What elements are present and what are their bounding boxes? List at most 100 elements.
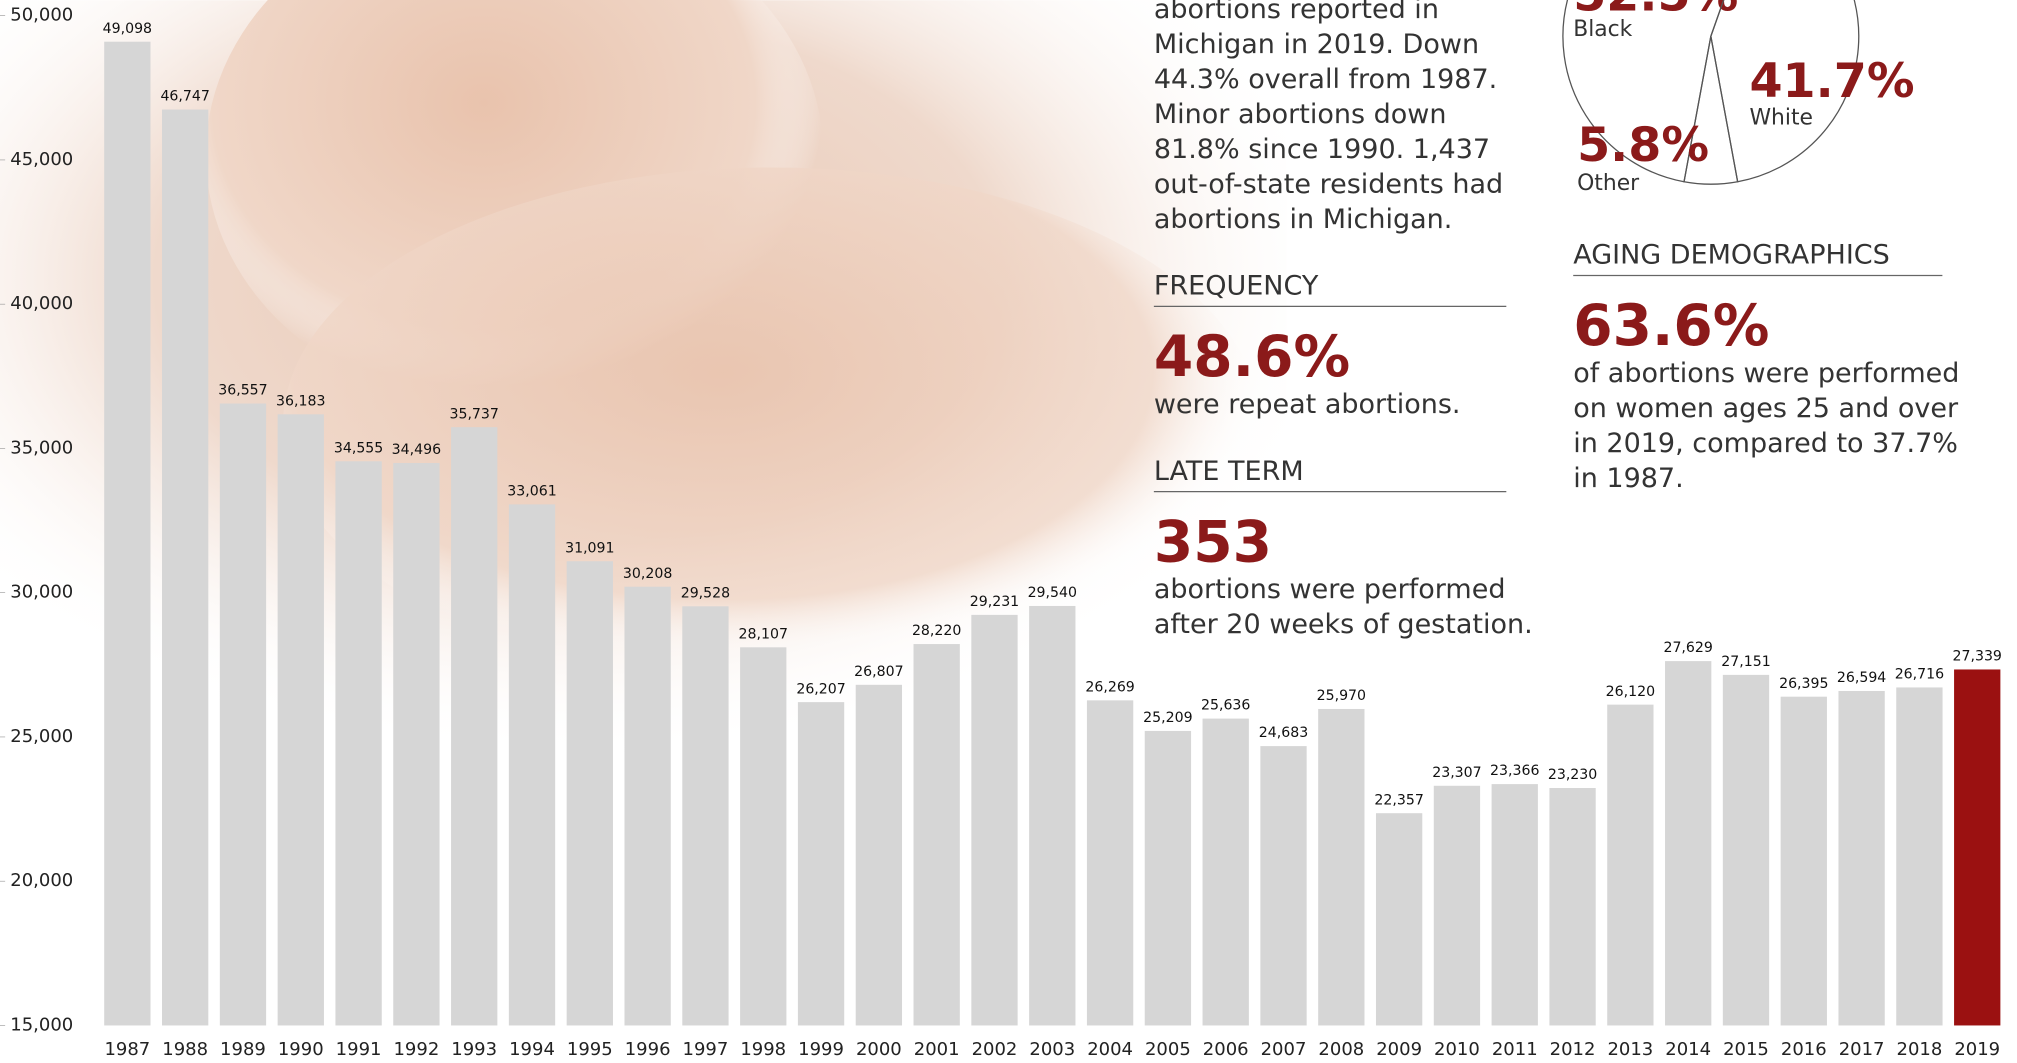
value-label: 26,716	[1895, 667, 1944, 683]
intro-line: 44.3% overall from 1987.	[1154, 64, 1497, 95]
section-text: of abortions were performed	[1573, 358, 1959, 389]
bar	[567, 561, 613, 1025]
bar	[1549, 788, 1595, 1025]
value-label: 30,208	[623, 566, 672, 582]
value-label: 35,737	[449, 406, 498, 422]
value-label: 25,970	[1317, 688, 1366, 704]
x-tick-label: 2016	[1781, 1039, 1827, 1060]
bar	[1954, 669, 2000, 1025]
pie-value-label: 5.8%	[1577, 118, 1709, 173]
pie-category-label: Other	[1577, 171, 1639, 196]
x-tick-label: 2018	[1897, 1039, 1943, 1060]
value-label: 26,594	[1837, 670, 1886, 686]
bar	[1318, 709, 1364, 1025]
bar	[1665, 661, 1711, 1025]
value-label: 34,555	[334, 440, 383, 456]
x-tick-label: 2005	[1145, 1039, 1191, 1060]
value-label: 26,120	[1606, 684, 1655, 700]
x-tick-label: 2010	[1434, 1039, 1480, 1060]
bar	[740, 647, 786, 1025]
x-tick-label: 2002	[972, 1039, 1018, 1060]
value-label: 23,307	[1432, 765, 1481, 781]
section-text: on women ages 25 and over	[1573, 393, 1959, 424]
y-tick-label: 25,000	[10, 726, 73, 747]
x-tick-label: 2006	[1203, 1039, 1249, 1060]
x-tick-label: 1991	[336, 1039, 382, 1060]
bar	[682, 606, 728, 1025]
x-tick-label: 1992	[393, 1039, 439, 1060]
section-text: were repeat abortions.	[1154, 389, 1461, 420]
value-label: 33,061	[507, 484, 556, 500]
pie-category-label: Black	[1573, 17, 1632, 42]
intro-line: abortions reported in	[1154, 0, 1439, 25]
section-figure: 48.6%	[1154, 324, 1350, 390]
bar	[1896, 687, 1942, 1025]
x-tick-label: 1999	[798, 1039, 844, 1060]
bar	[798, 702, 844, 1025]
value-label: 29,528	[681, 585, 730, 601]
value-label: 26,207	[796, 681, 845, 697]
bar	[278, 414, 324, 1025]
bar	[1029, 606, 1075, 1025]
bar	[451, 427, 497, 1025]
infographic: abortions reported inMichigan in 2019. D…	[0, 0, 2017, 1063]
value-label: 31,091	[565, 540, 614, 556]
x-tick-label: 1990	[278, 1039, 324, 1060]
value-label: 23,230	[1548, 767, 1597, 783]
x-tick-label: 2004	[1087, 1039, 1133, 1060]
x-tick-label: 1993	[451, 1039, 497, 1060]
value-label: 27,151	[1721, 654, 1770, 670]
bar	[1434, 786, 1480, 1026]
x-tick-label: 2009	[1376, 1039, 1422, 1060]
intro-line: out-of-state residents had	[1154, 169, 1503, 200]
y-tick-label: 45,000	[10, 149, 73, 170]
x-tick-label: 2014	[1665, 1039, 1711, 1060]
x-tick-label: 2015	[1723, 1039, 1769, 1060]
x-tick-label: 2007	[1261, 1039, 1307, 1060]
value-label: 27,339	[1953, 649, 2002, 665]
y-tick-label: 15,000	[10, 1014, 73, 1035]
bar	[624, 587, 670, 1026]
x-tick-label: 2011	[1492, 1039, 1538, 1060]
x-tick-label: 2001	[914, 1039, 960, 1060]
section-heading: FREQUENCY	[1154, 271, 1319, 302]
bar	[393, 463, 439, 1025]
section-text: abortions were performed	[1154, 574, 1506, 605]
section-heading: LATE TERM	[1154, 456, 1304, 487]
intro-line: 81.8% since 1990. 1,437	[1154, 134, 1490, 165]
bar	[220, 404, 266, 1026]
x-tick-label: 1987	[104, 1039, 150, 1060]
bar	[914, 644, 960, 1025]
pie-category-label: White	[1749, 106, 1813, 131]
value-label: 28,107	[739, 626, 788, 642]
bar	[1838, 691, 1884, 1025]
section-text: in 2019, compared to 37.7%	[1573, 428, 1958, 459]
bar	[1087, 700, 1133, 1025]
x-tick-label: 2008	[1318, 1039, 1364, 1060]
value-label: 36,183	[276, 393, 325, 409]
x-tick-label: 2000	[856, 1039, 902, 1060]
value-label: 29,540	[1028, 585, 1077, 601]
bar	[509, 504, 555, 1025]
x-tick-label: 1998	[740, 1039, 786, 1060]
x-tick-label: 2003	[1029, 1039, 1075, 1060]
bar	[1723, 675, 1769, 1026]
value-label: 36,557	[218, 383, 267, 399]
value-label: 26,395	[1779, 676, 1828, 692]
bar	[1607, 705, 1653, 1026]
y-tick-label: 20,000	[10, 870, 73, 891]
value-label: 46,747	[160, 89, 209, 105]
x-tick-label: 1994	[509, 1039, 555, 1060]
value-label: 27,629	[1663, 640, 1712, 656]
bar	[335, 461, 381, 1025]
value-label: 25,636	[1201, 698, 1250, 714]
value-label: 22,357	[1374, 792, 1423, 808]
bar	[856, 685, 902, 1026]
bar	[1145, 731, 1191, 1026]
bar	[162, 110, 208, 1026]
value-label: 23,366	[1490, 763, 1539, 779]
section-figure: 63.6%	[1573, 293, 1769, 359]
value-label: 26,269	[1085, 679, 1134, 695]
section-text: in 1987.	[1573, 463, 1684, 494]
